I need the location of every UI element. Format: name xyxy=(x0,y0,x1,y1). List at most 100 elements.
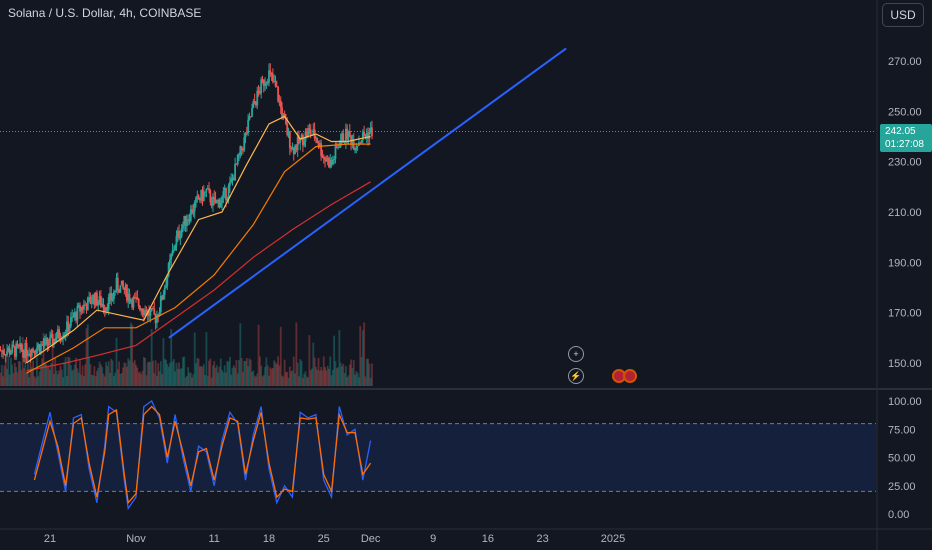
volume-bar xyxy=(96,370,98,386)
volume-bar xyxy=(75,357,77,386)
volume-bar xyxy=(317,358,320,386)
us-flag-icon[interactable] xyxy=(623,369,637,383)
candle-body xyxy=(115,277,118,291)
candle-body xyxy=(85,305,88,311)
candle-body xyxy=(301,134,304,146)
volume-bar xyxy=(192,374,195,386)
candle-body xyxy=(275,86,278,88)
volume-bar xyxy=(7,356,10,386)
candle-body xyxy=(149,311,152,316)
candle-body xyxy=(257,90,260,92)
price-tick-label: 170.00 xyxy=(888,308,922,320)
candle-body xyxy=(109,293,111,297)
volume-bar xyxy=(3,365,6,386)
candle-body xyxy=(28,353,31,356)
volume-bar xyxy=(313,357,316,386)
volume-bar xyxy=(354,374,356,386)
volume-bar xyxy=(129,322,132,386)
time-tick-label: 25 xyxy=(318,533,330,545)
volume-bar xyxy=(161,374,164,386)
volume-bar xyxy=(79,360,81,386)
volume-bar xyxy=(62,377,64,386)
volume-bar xyxy=(86,324,89,386)
candle-body xyxy=(46,337,49,345)
price-axis: 270.00 250.00 230.00 210.00 190.00 170.00 150.… xyxy=(888,56,922,521)
volume-bar xyxy=(333,335,336,386)
candle-body xyxy=(242,149,244,151)
volume-bar xyxy=(66,376,68,386)
candle-body xyxy=(180,228,183,237)
volume-bar xyxy=(21,337,24,386)
volume-bar xyxy=(49,369,51,386)
candle-body xyxy=(286,124,289,136)
plus-circle-icon[interactable]: + xyxy=(568,346,584,362)
volume-bar xyxy=(0,365,3,386)
volume-bar xyxy=(234,367,236,386)
candle-body xyxy=(285,118,287,125)
candle-body xyxy=(140,308,143,311)
currency-button[interactable]: USD xyxy=(882,3,924,27)
candle-body xyxy=(132,297,135,308)
volume-bar xyxy=(215,365,218,386)
volume-bar xyxy=(116,369,119,386)
volume-bar xyxy=(58,370,61,386)
candle-body xyxy=(58,329,61,339)
candle-body xyxy=(226,196,229,201)
volume-bar xyxy=(288,366,291,386)
candle-body xyxy=(137,299,140,307)
candle-body xyxy=(69,317,72,327)
candle-body xyxy=(308,128,311,130)
lightning-icon[interactable]: ⚡ xyxy=(568,368,584,384)
volume-bar xyxy=(292,356,295,386)
volume-bar xyxy=(305,376,308,386)
price-tick-label: 150.00 xyxy=(888,358,922,370)
volume-bar xyxy=(285,372,287,386)
volume-bar xyxy=(296,362,299,386)
candle-body xyxy=(236,154,239,165)
candle-body xyxy=(67,321,70,332)
candle-body xyxy=(227,185,230,197)
candle-body xyxy=(6,351,8,356)
volume-bar xyxy=(206,375,209,386)
volume-bar xyxy=(232,365,235,386)
moving-averages xyxy=(26,115,371,374)
candle-body xyxy=(96,292,98,306)
volume-bar xyxy=(137,372,140,386)
candle-body xyxy=(174,245,177,250)
candle-body xyxy=(25,343,28,357)
volume-bar xyxy=(185,375,188,386)
candle-body xyxy=(60,338,63,341)
volume-bar xyxy=(236,373,239,386)
volume-bar xyxy=(17,361,20,386)
price-tick-label: 250.00 xyxy=(888,106,922,118)
candle-body xyxy=(84,304,87,306)
volume-bar xyxy=(316,369,319,386)
volume-bar xyxy=(118,361,121,386)
volume-bar xyxy=(355,371,358,386)
volume-bar xyxy=(25,372,28,386)
candle-body xyxy=(0,350,3,352)
candle-body xyxy=(354,149,356,151)
volume-bar xyxy=(142,357,145,386)
trendline xyxy=(168,47,567,339)
stoch-tick-label: 75.00 xyxy=(888,424,916,436)
candle-body xyxy=(197,195,200,200)
volume-bar xyxy=(218,366,221,386)
stochastic-panel xyxy=(0,400,876,511)
candle-body xyxy=(131,300,134,308)
volume-bar xyxy=(275,363,278,386)
candle-body xyxy=(23,352,25,358)
candle-body xyxy=(369,127,372,133)
volume-bar xyxy=(167,366,170,386)
candle-body xyxy=(282,113,285,118)
candle-body xyxy=(290,147,293,150)
candle-body xyxy=(112,291,115,300)
candle-body xyxy=(32,348,34,351)
volume-bar xyxy=(231,367,234,386)
volume-bar xyxy=(123,362,126,386)
volume-bar xyxy=(244,360,247,386)
volume-bar xyxy=(136,367,139,386)
candle-body xyxy=(214,199,217,204)
candle-body xyxy=(73,312,76,317)
